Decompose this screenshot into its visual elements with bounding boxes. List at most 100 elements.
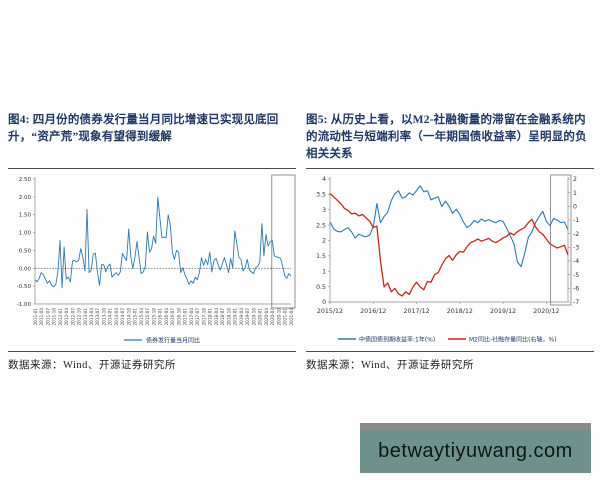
x-axis-tick-label: 2015-04 [139, 308, 144, 326]
x-axis-tick-label: 2016-07 [170, 308, 175, 326]
right-axis-tick-label: -7 [573, 299, 579, 306]
x-axis-tick-label: 2019-01 [233, 308, 238, 326]
x-axis-tick-label: 2018-04 [214, 308, 219, 326]
y-axis-tick-label: -1.00 [17, 302, 32, 308]
x-axis-tick-label: 2020-10 [276, 308, 281, 326]
x-axis-tick-label: 2014-07 [120, 308, 125, 326]
figure4-title: 图4: 四月份的债券发行量当月同比增速已实现见底回升，“资产荒”现象有望得到缓解 [8, 114, 279, 144]
x-axis-tick-label: 2011-01 [33, 308, 38, 326]
right-axis-tick-label: 1 [573, 190, 577, 197]
y-axis-tick-label: 2.50 [19, 177, 32, 183]
x-axis-tick-label: 2016-10 [176, 308, 181, 326]
x-axis-tick-label: 2018/12 [447, 308, 473, 315]
right-axis-tick-label: 0 [573, 204, 577, 211]
left-axis-tick-label: 2 [322, 238, 326, 245]
left-axis-tick-label: 0 [322, 299, 326, 306]
m2-minus-tsf-line [329, 192, 569, 297]
y-axis-tick-label: 0.50 [19, 248, 32, 254]
x-axis-tick-label: 2013-01 [83, 308, 88, 326]
x-axis-tick-label: 2013-07 [95, 308, 100, 326]
watermark-top-strip [360, 423, 591, 430]
left-axis-tick-label: 3.5 [316, 192, 326, 199]
figure4-block: 图4: 四月份的债券发行量当月同比增速已实现见底回升，“资产荒”现象有望得到缓解… [8, 112, 296, 372]
recent-period-highlight-box [271, 174, 296, 309]
right-axis-tick-label: -2 [573, 231, 579, 238]
figure5-source: 数据来源：Wind、开源证券研究所 [306, 360, 474, 371]
legend-label: 债券发行量当月同比 [146, 337, 200, 345]
right-axis-tick-label: -4 [573, 258, 579, 265]
x-axis-tick-label: 2018-01 [208, 308, 213, 326]
x-axis-tick-label: 2017/12 [403, 308, 429, 315]
y-axis-tick-label: -0.50 [17, 284, 32, 290]
watermark-banner: betwaytiyuwang.com [360, 423, 591, 473]
figure4-bottom-rule [8, 351, 296, 352]
figure4-source: 数据来源：Wind、开源证券研究所 [8, 360, 176, 371]
right-axis-tick-label: -6 [573, 286, 579, 293]
x-axis-tick-label: 2012-10 [77, 308, 82, 326]
x-axis-tick-label: 2019-04 [239, 308, 244, 326]
x-axis-tick-label: 2013-04 [89, 308, 94, 326]
figure5-title-rule [306, 168, 594, 169]
x-axis-tick-label: 2017-01 [183, 308, 188, 326]
cgb-1y-yield-line [329, 185, 569, 268]
left-axis-tick-label: 0.5 [316, 284, 326, 291]
x-axis-tick-label: 2015/12 [317, 308, 343, 315]
x-axis-tick-label: 2021-01 [283, 308, 288, 326]
figure5-block: 图5: 从历史上看，以M2-社融衡量的滞留在金融系统内的流动性与短端利率（一年期… [306, 112, 594, 372]
x-axis-tick-label: 2012-01 [58, 308, 63, 326]
figure5-title: 图5: 从历史上看，以M2-社融衡量的滞留在金融系统内的流动性与短端利率（一年期… [306, 114, 587, 161]
x-axis-tick-label: 2011-10 [52, 308, 57, 326]
x-axis-tick-label: 2018-10 [226, 308, 231, 326]
watermark-text: betwaytiyuwang.com [378, 440, 573, 462]
x-axis-tick-label: 2020-07 [270, 308, 275, 326]
x-axis-tick-label: 2014-04 [114, 308, 119, 326]
recent-period-highlight-box [550, 174, 572, 306]
x-axis-tick-label: 2020-01 [258, 308, 263, 326]
x-axis-tick-label: 2018-07 [220, 308, 225, 326]
x-axis-tick-label: 2013-10 [102, 308, 107, 326]
x-axis-tick-label: 2011-07 [45, 308, 50, 326]
x-axis-tick-label: 2019-07 [245, 308, 250, 326]
x-axis-tick-label: 2016-01 [158, 308, 163, 326]
x-axis-tick-label: 2014-10 [127, 308, 132, 326]
legend-label-red: M2同比-社融存量同比(右轴，%) [469, 336, 557, 344]
x-axis-tick-label: 2015-10 [151, 308, 156, 326]
figure5-bottom-rule [306, 351, 594, 352]
x-axis-tick-label: 2019/12 [490, 308, 516, 315]
legend-label-blue: 中债国债到期收益率:1年(%) [359, 336, 435, 344]
x-axis-tick-label: 2017-07 [195, 308, 200, 326]
y-axis-tick-label: 2.00 [19, 195, 32, 201]
y-axis-tick-label: 1.50 [19, 213, 32, 219]
right-axis-tick-label: -1 [573, 217, 579, 224]
left-axis-tick-label: 1.5 [316, 253, 326, 260]
figure5-chart: 4 3.5 3 2.5 2 1.5 1 0.5 0 2 1 0 -1 -2 -3 -4 -5 -6 -7 2015/1… [316, 174, 579, 344]
figure4-chart: 2.502.001.501.000.500.00-0.50-1.002011-0… [17, 174, 296, 345]
x-axis-tick-label: 2015-01 [133, 308, 138, 326]
left-axis-tick-label: 2.5 [316, 222, 326, 229]
left-axis-tick-label: 4 [322, 176, 326, 183]
y-axis-tick-label: 1.00 [19, 231, 32, 237]
x-axis-tick-label: 2012-04 [64, 308, 69, 326]
figure4-title-rule [8, 168, 296, 169]
x-axis-tick-label: 2021-04 [289, 308, 294, 326]
right-axis-tick-label: -5 [573, 272, 579, 279]
watermark-body: betwaytiyuwang.com [360, 430, 591, 473]
x-axis-tick-label: 2015-07 [145, 308, 150, 326]
x-axis-tick-label: 2020/12 [533, 308, 559, 315]
right-axis-tick-label: 2 [573, 176, 577, 183]
bond-issuance-yoy-line [34, 196, 292, 289]
x-axis-tick-label: 2020-04 [264, 308, 269, 326]
x-axis-tick-label: 2017-04 [189, 308, 194, 326]
x-axis-tick-label: 2017-10 [201, 308, 206, 326]
x-axis-tick-label: 2014-01 [108, 308, 113, 326]
x-axis-tick-label: 2016-04 [164, 308, 169, 326]
left-axis-tick-label: 1 [322, 268, 326, 275]
y-axis-tick-label: 0.00 [19, 266, 32, 272]
right-axis-tick-label: -3 [573, 245, 579, 252]
x-axis-tick-label: 2011-04 [39, 308, 44, 326]
x-axis-tick-label: 2019-10 [251, 308, 256, 326]
x-axis-tick-label: 2012-07 [70, 308, 75, 326]
left-axis-tick-label: 3 [322, 207, 326, 214]
x-axis-tick-label: 2016/12 [360, 308, 386, 315]
